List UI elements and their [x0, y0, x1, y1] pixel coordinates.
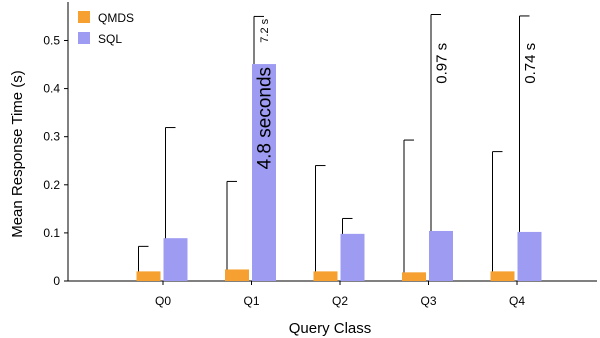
- error-bar: [403, 139, 414, 273]
- bar-annotation: 4.8 seconds: [255, 67, 276, 169]
- x-tick-label: Q4: [509, 294, 525, 308]
- bar-qmds-q4: [490, 271, 515, 281]
- y-tick-label: 0.4: [43, 82, 60, 96]
- error-bars: [138, 14, 530, 273]
- bar-qmds-q1: [225, 269, 249, 281]
- x-tick-label: Q2: [332, 294, 348, 308]
- bar-qmds-q2: [313, 271, 338, 281]
- legend-label-sql: SQL: [98, 32, 122, 46]
- bar-sql-q4: [517, 231, 542, 281]
- legend: QMDS SQL: [78, 11, 134, 46]
- y-tick-label: 0.2: [43, 178, 60, 192]
- bar-sql-q3: [429, 230, 453, 281]
- bars: [136, 64, 542, 281]
- x-tick-label: Q3: [420, 294, 436, 308]
- error-bar: [138, 245, 149, 272]
- y-axis-label: Mean Response Time (s): [9, 70, 26, 238]
- bar-qmds-q0: [136, 271, 161, 281]
- bar-sql-q0: [163, 238, 188, 281]
- bar-qmds-q3: [402, 272, 426, 281]
- legend-label-qmds: QMDS: [98, 11, 134, 25]
- legend-swatch-sql: [78, 32, 90, 44]
- bar-annotation: 0.74 s: [522, 43, 539, 84]
- x-axis-label: Query Class: [289, 320, 372, 337]
- error-bar: [226, 180, 237, 270]
- annotations: 7.2 s 4.8 seconds 0.97 s 0.74 s: [255, 18, 539, 169]
- error-bar: [519, 15, 530, 232]
- y-tick-label: 0.3: [43, 130, 60, 144]
- x-tick-label: Q0: [155, 294, 171, 308]
- error-bar: [342, 217, 353, 234]
- bar-annotation: 7.2 s: [259, 18, 271, 42]
- error-bar: [430, 14, 441, 231]
- error-bar: [165, 127, 176, 239]
- error-bar: [253, 15, 264, 65]
- bar-annotation: 0.97 s: [433, 43, 450, 84]
- y-tick-label: 0.5: [43, 33, 60, 47]
- bar-sql-q1: [252, 64, 276, 281]
- y-tick-label: 0.1: [43, 226, 60, 240]
- y-tick-label: 0: [53, 274, 60, 288]
- bar-sql-q2: [340, 233, 365, 281]
- error-bar: [492, 151, 503, 272]
- axes: 0 0.1 0.2 0.3 0.4 0.5 Q0 Q1 Q2 Q3 Q4: [43, 2, 597, 308]
- x-tick-label: Q1: [243, 294, 259, 308]
- legend-swatch-qmds: [78, 11, 90, 23]
- error-bar: [315, 165, 326, 272]
